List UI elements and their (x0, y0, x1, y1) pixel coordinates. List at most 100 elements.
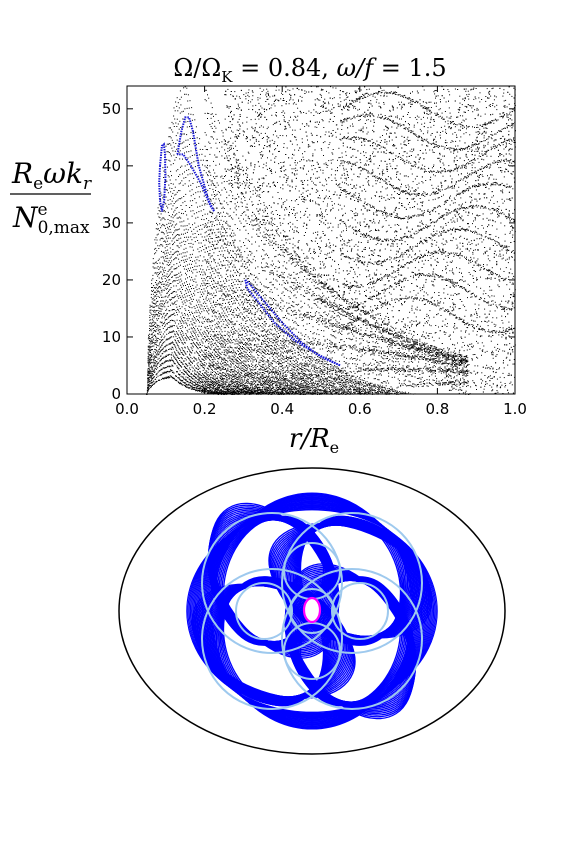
orbit-point (344, 385, 346, 387)
orbit-point (263, 386, 265, 388)
orbit-point (237, 372, 239, 374)
orbit-point (213, 244, 215, 246)
orbit-point (206, 389, 207, 391)
orbit-point (157, 367, 159, 369)
orbit-point (172, 325, 174, 326)
orbit-point (224, 335, 226, 337)
orbit-point (265, 344, 267, 346)
orbit-point (183, 196, 185, 197)
orbit-point (298, 369, 300, 371)
orbit-point (201, 373, 203, 374)
orbit-point (158, 325, 160, 327)
orbit-point (230, 364, 232, 366)
orbit-point (212, 362, 214, 364)
orbit-point (176, 354, 178, 356)
orbit-point (169, 337, 171, 339)
orbit-point (266, 348, 268, 350)
orbit-point (249, 358, 251, 360)
orbit-point (240, 377, 242, 379)
orbit-point (221, 360, 222, 362)
orbit-point (147, 386, 149, 388)
orbit-point (299, 391, 301, 393)
orbit-point (172, 163, 174, 165)
orbit-point (247, 382, 249, 384)
orbit-point (213, 260, 215, 262)
orbit-point (170, 375, 172, 377)
orbit-point (151, 366, 153, 368)
orbit-point (239, 338, 241, 340)
orbit-point (240, 385, 242, 386)
orbit-point (195, 325, 197, 327)
orbit-point (154, 329, 156, 331)
orbit-point (231, 383, 233, 385)
orbit-point (372, 392, 373, 394)
orbit-point (156, 305, 158, 307)
orbit-point (329, 384, 331, 386)
orbit-point (169, 257, 171, 259)
orbit-point (159, 321, 161, 323)
orbit-point (170, 222, 172, 224)
orbit-point (184, 314, 186, 316)
orbit-point (162, 377, 164, 379)
orbit-point (233, 316, 235, 318)
orbit-point (291, 385, 293, 387)
orbit-point (211, 346, 213, 348)
orbit-point (205, 381, 206, 383)
orbit-point (233, 375, 235, 377)
orbit-point (294, 391, 296, 393)
orbit-point (158, 311, 159, 313)
orbit-point (238, 388, 240, 390)
orbit-point (177, 289, 179, 291)
orbit-point (234, 391, 236, 393)
orbit-point (157, 266, 159, 268)
orbit-point (277, 391, 279, 393)
orbit-point (154, 368, 156, 370)
orbit-point (162, 339, 164, 341)
orbit-point (271, 374, 273, 376)
orbit-point (204, 316, 206, 318)
orbit-point (187, 384, 189, 386)
orbit-point (227, 379, 229, 381)
orbit-point (231, 352, 233, 354)
orbit-point (190, 279, 192, 281)
orbit-point (200, 304, 202, 306)
orbit-point (368, 391, 369, 393)
orbit-point (162, 263, 164, 265)
orbit-point (282, 377, 284, 378)
orbit-point (212, 366, 214, 367)
orbit-point (176, 217, 178, 219)
orbit-point (333, 384, 335, 386)
orbit-point (179, 295, 181, 297)
orbit-point (336, 391, 338, 393)
orbit-point (199, 346, 201, 348)
orbit-point (220, 345, 222, 347)
orbit-point (169, 237, 171, 239)
orbit-point (311, 390, 313, 392)
orbit-point (286, 380, 288, 382)
orbit-point (214, 338, 216, 340)
orbit-point (196, 230, 198, 232)
orbit-point (280, 381, 282, 383)
orbit-point (157, 338, 159, 339)
orbit-point (234, 284, 236, 286)
orbit-point (198, 358, 200, 360)
orbit-point (285, 376, 287, 377)
orbit-point (250, 360, 252, 362)
orbit-point (343, 392, 344, 394)
orbit-point (260, 377, 262, 379)
chart-title: Ω/ΩK = 0.84, ω/f = 1.5 (173, 54, 446, 86)
orbit-point (218, 388, 220, 390)
orbit-point (306, 386, 308, 388)
orbit-point (202, 342, 204, 344)
orbit-point (164, 219, 166, 221)
orbit-point (252, 361, 254, 363)
orbit-point (216, 388, 218, 390)
orbit-point (165, 299, 167, 301)
orbit-point (191, 311, 193, 313)
orbit-point (174, 230, 176, 232)
orbit-point (200, 343, 201, 345)
orbit-point (157, 371, 159, 373)
orbit-point (166, 339, 168, 341)
orbit-point (202, 354, 204, 356)
orbit-point (188, 289, 190, 291)
